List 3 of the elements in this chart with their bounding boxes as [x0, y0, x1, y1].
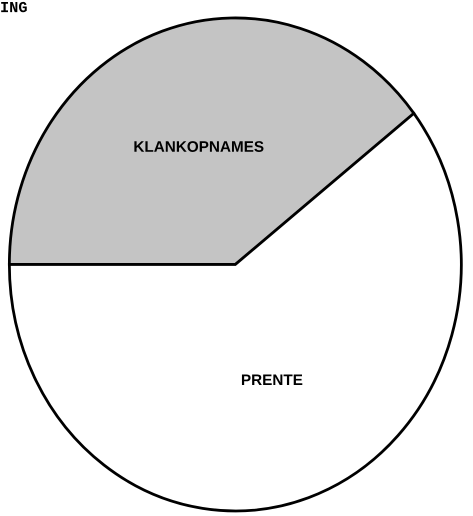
chart-title: ING — [1, 2, 27, 12]
slice-label: KLANKOPNAMES — [134, 141, 264, 152]
slice-label: PRENTE — [242, 374, 302, 386]
